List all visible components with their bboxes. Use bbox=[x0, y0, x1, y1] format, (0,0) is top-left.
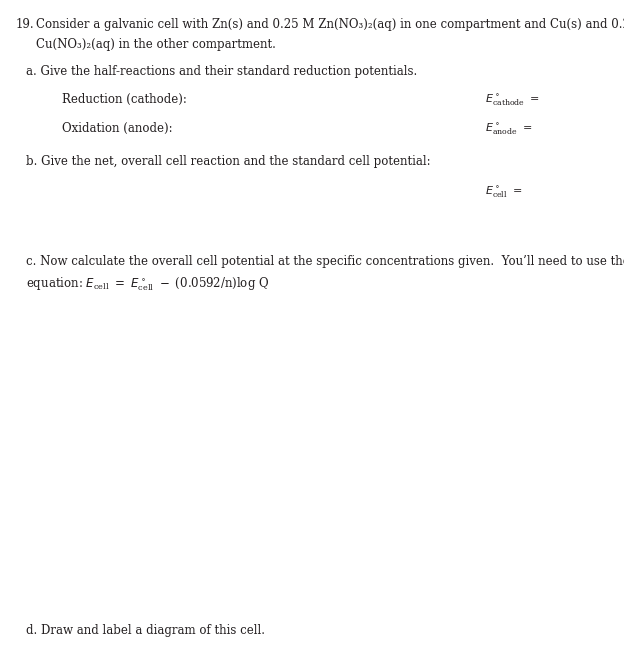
Text: Oxidation (anode):: Oxidation (anode): bbox=[62, 122, 173, 135]
Text: Consider a galvanic cell with Zn(s) and 0.25 M Zn(NO₃)₂(aq) in one compartment a: Consider a galvanic cell with Zn(s) and … bbox=[36, 18, 624, 31]
Text: b. Give the net, overall cell reaction and the standard cell potential:: b. Give the net, overall cell reaction a… bbox=[26, 155, 431, 168]
Text: d. Draw and label a diagram of this cell.: d. Draw and label a diagram of this cell… bbox=[26, 624, 265, 637]
Text: $E^\circ_{\mathregular{cathode}}\ =$: $E^\circ_{\mathregular{cathode}}\ =$ bbox=[485, 93, 540, 108]
Text: c. Now calculate the overall cell potential at the specific concentrations given: c. Now calculate the overall cell potent… bbox=[26, 255, 624, 268]
Text: Cu(NO₃)₂(aq) in the other compartment.: Cu(NO₃)₂(aq) in the other compartment. bbox=[36, 38, 276, 51]
Text: a. Give the half-reactions and their standard reduction potentials.: a. Give the half-reactions and their sta… bbox=[26, 65, 417, 78]
Text: Reduction (cathode):: Reduction (cathode): bbox=[62, 93, 187, 106]
Text: equation: $\mathit{E}_{\mathregular{cell}}\ =\ \mathit{E}^\circ_{\mathregular{ce: equation: $\mathit{E}_{\mathregular{cell… bbox=[26, 275, 270, 292]
Text: $E^\circ_{\mathregular{cell}}\ =$: $E^\circ_{\mathregular{cell}}\ =$ bbox=[485, 185, 522, 200]
Text: 19.: 19. bbox=[16, 18, 34, 31]
Text: $E^\circ_{\mathregular{anode}}\ =$: $E^\circ_{\mathregular{anode}}\ =$ bbox=[485, 122, 532, 137]
